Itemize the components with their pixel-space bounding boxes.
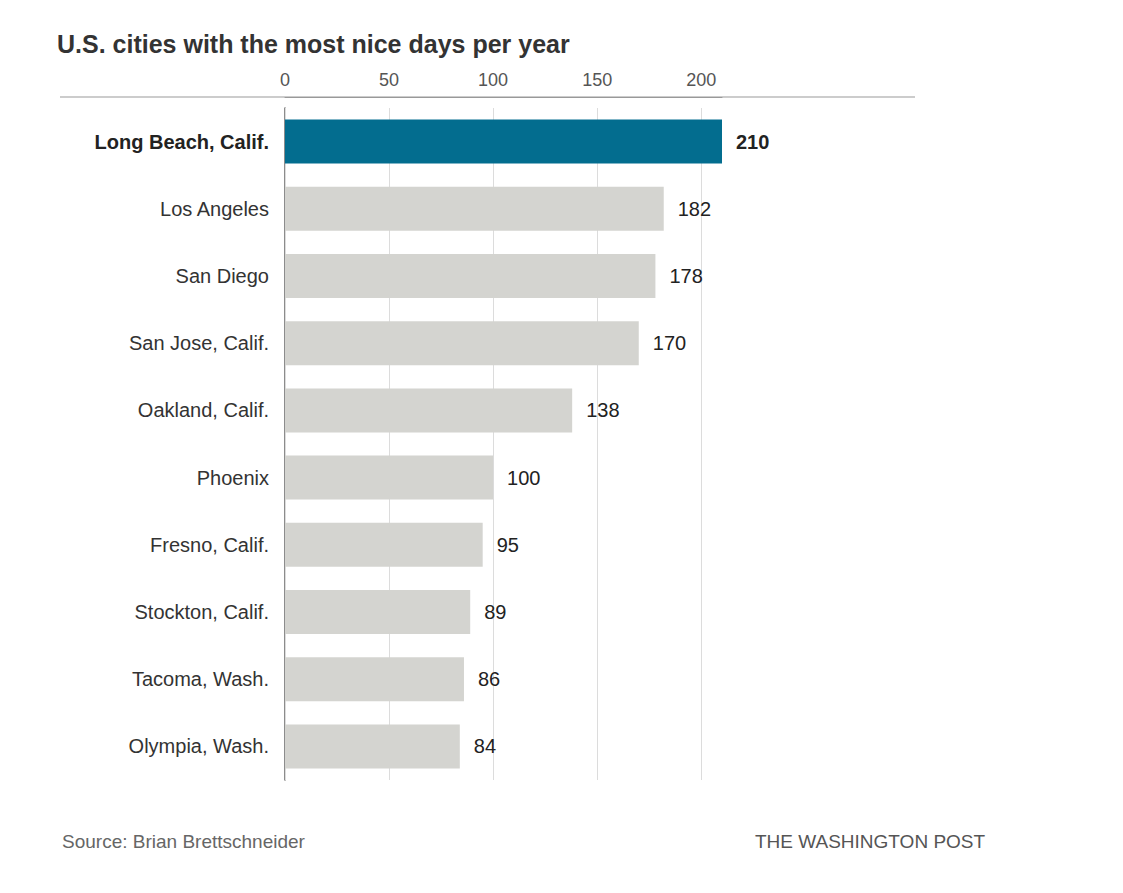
svg-text:178: 178 [669, 265, 702, 287]
svg-text:100: 100 [478, 70, 508, 90]
svg-text:0: 0 [280, 70, 290, 90]
svg-text:Source: Brian Brettschneider: Source: Brian Brettschneider [62, 831, 306, 852]
svg-text:86: 86 [478, 668, 500, 690]
svg-text:89: 89 [484, 601, 506, 623]
svg-text:100: 100 [507, 467, 540, 489]
svg-text:THE WASHINGTON POST: THE WASHINGTON POST [755, 831, 986, 852]
svg-text:138: 138 [586, 399, 619, 421]
svg-text:Oakland, Calif.: Oakland, Calif. [138, 399, 269, 421]
svg-text:Los Angeles: Los Angeles [160, 198, 269, 220]
svg-text:Phoenix: Phoenix [197, 467, 269, 489]
svg-text:Olympia, Wash.: Olympia, Wash. [129, 735, 269, 757]
svg-text:182: 182 [678, 198, 711, 220]
svg-text:U.S. cities with the most nice: U.S. cities with the most nice days per … [57, 30, 570, 58]
svg-text:200: 200 [686, 70, 716, 90]
svg-text:Stockton, Calif.: Stockton, Calif. [134, 601, 269, 623]
svg-text:150: 150 [582, 70, 612, 90]
svg-text:95: 95 [497, 534, 519, 556]
svg-text:Long Beach, Calif.: Long Beach, Calif. [95, 131, 269, 153]
svg-text:San Diego: San Diego [176, 265, 269, 287]
svg-text:84: 84 [474, 735, 496, 757]
svg-text:San Jose, Calif.: San Jose, Calif. [129, 332, 269, 354]
svg-text:Fresno, Calif.: Fresno, Calif. [150, 534, 269, 556]
svg-text:210: 210 [736, 131, 769, 153]
svg-text:170: 170 [653, 332, 686, 354]
svg-text:Tacoma, Wash.: Tacoma, Wash. [132, 668, 269, 690]
svg-text:50: 50 [379, 70, 399, 90]
